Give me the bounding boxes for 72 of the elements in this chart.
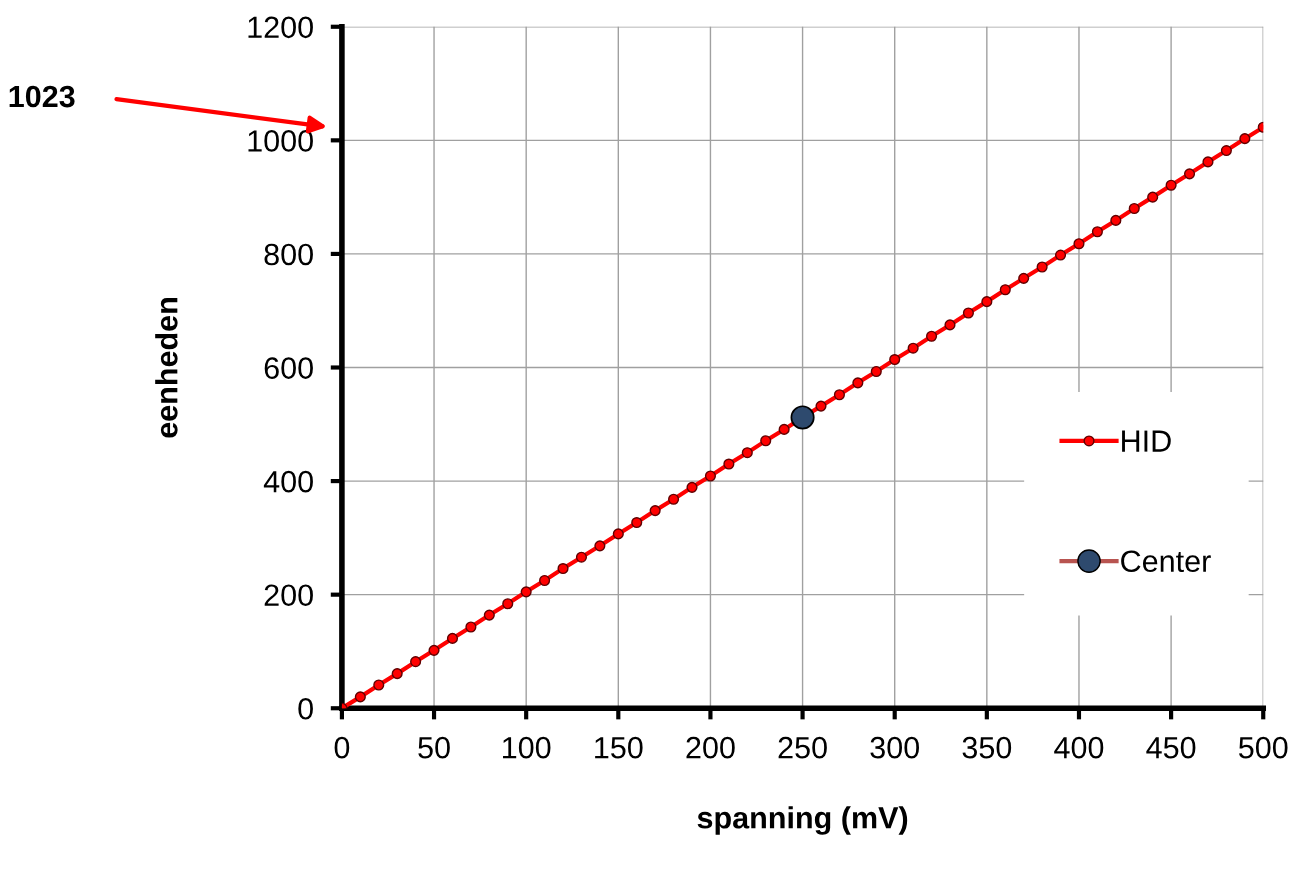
point bbox=[612, 528, 624, 540]
point bbox=[1128, 202, 1140, 215]
point bbox=[594, 540, 606, 552]
y-tick-label: 200 bbox=[264, 584, 313, 607]
point bbox=[999, 284, 1011, 296]
y-tick-label: 400 bbox=[263, 470, 313, 493]
y-tick-label: 1200 bbox=[248, 16, 313, 39]
y-tick-label: 800 bbox=[264, 243, 313, 266]
point bbox=[539, 574, 551, 587]
legend-label: Center bbox=[1121, 550, 1211, 573]
point bbox=[1036, 261, 1048, 273]
x-tick-label: 200 bbox=[686, 736, 735, 759]
point bbox=[1202, 156, 1214, 168]
point bbox=[962, 307, 974, 319]
point bbox=[723, 458, 735, 470]
x-tick-label: 100 bbox=[503, 736, 551, 759]
point bbox=[391, 668, 403, 680]
y-tick-label: 1000 bbox=[248, 130, 313, 152]
point bbox=[741, 447, 753, 459]
point bbox=[778, 423, 790, 435]
x-tick-label: 450 bbox=[1146, 736, 1196, 759]
x-tick-label: 0 bbox=[334, 736, 350, 759]
point bbox=[1091, 226, 1103, 238]
point bbox=[760, 435, 772, 447]
x-tick-label: 50 bbox=[418, 736, 450, 759]
x-axis-title: spanning (mV) bbox=[697, 806, 908, 835]
point bbox=[446, 632, 459, 644]
point bbox=[575, 551, 588, 563]
point bbox=[1018, 272, 1030, 284]
point bbox=[668, 493, 680, 505]
point bbox=[1054, 249, 1067, 261]
text: 1023 bbox=[9, 85, 75, 108]
point bbox=[790, 405, 815, 430]
x-tick-label: 500 bbox=[1238, 736, 1288, 759]
x-tick-label: 150 bbox=[595, 736, 643, 759]
point bbox=[373, 679, 385, 691]
point bbox=[889, 353, 901, 366]
point bbox=[631, 516, 643, 529]
point bbox=[1073, 238, 1085, 250]
point bbox=[686, 481, 698, 493]
x-tick-label: 300 bbox=[870, 736, 920, 759]
point bbox=[1165, 179, 1177, 191]
point bbox=[1220, 145, 1232, 157]
point bbox=[1183, 168, 1196, 180]
point bbox=[1147, 191, 1159, 203]
point bbox=[944, 319, 956, 331]
y-tick-label: 0 bbox=[298, 697, 313, 720]
point bbox=[704, 470, 716, 482]
point bbox=[926, 330, 938, 342]
point bbox=[833, 389, 845, 401]
point bbox=[428, 644, 440, 656]
point bbox=[502, 598, 514, 610]
point bbox=[981, 296, 993, 308]
point bbox=[649, 505, 661, 517]
point bbox=[1110, 214, 1122, 226]
point bbox=[1239, 133, 1251, 145]
point bbox=[520, 586, 532, 598]
x-tick-label: 250 bbox=[778, 736, 827, 759]
point bbox=[870, 365, 882, 378]
point bbox=[907, 342, 919, 354]
point bbox=[465, 621, 477, 633]
y-axis-title: eenheden bbox=[155, 298, 178, 438]
point bbox=[557, 562, 569, 575]
point bbox=[815, 400, 827, 412]
point bbox=[852, 377, 864, 389]
point bbox=[410, 656, 422, 668]
y-tick-label: 600 bbox=[264, 357, 313, 379]
x-tick-label: 350 bbox=[962, 736, 1012, 759]
point bbox=[483, 609, 495, 621]
point bbox=[354, 691, 366, 703]
legend-label: HID bbox=[1122, 430, 1171, 452]
x-tick-label: 400 bbox=[1054, 736, 1104, 759]
